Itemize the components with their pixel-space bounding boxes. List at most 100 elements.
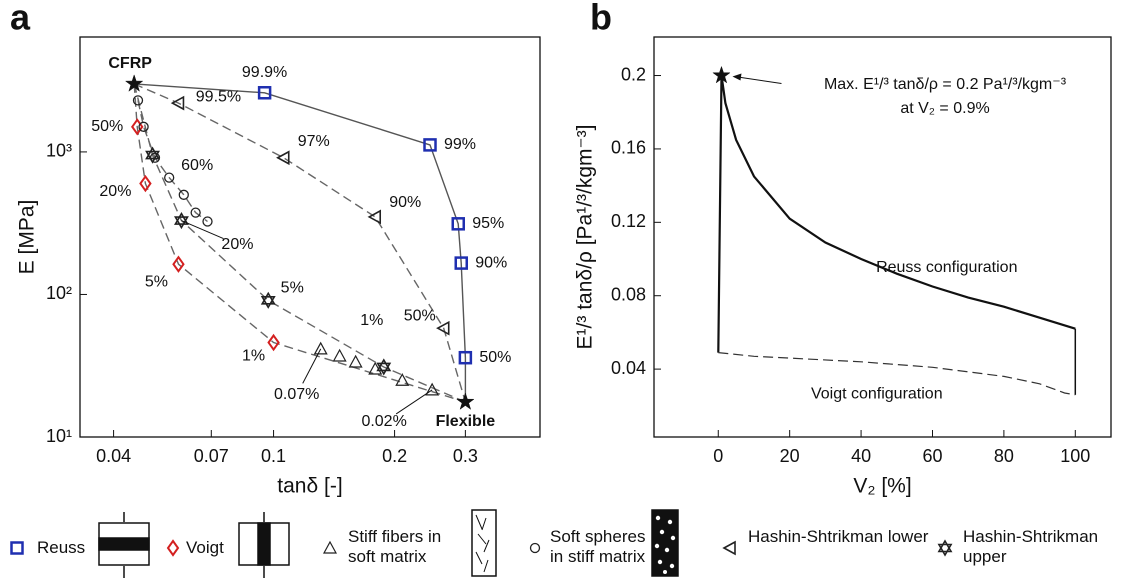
series-line bbox=[133, 83, 466, 403]
x-tick-label: 0.1 bbox=[261, 446, 286, 466]
marker-square bbox=[454, 256, 468, 270]
label-leader bbox=[302, 348, 322, 384]
marker-triangle bbox=[322, 540, 338, 554]
marker-triangle bbox=[348, 354, 363, 368]
series-line bbox=[133, 83, 467, 403]
point-label: 60% bbox=[181, 157, 213, 174]
marker-square bbox=[458, 350, 473, 365]
marker-circle bbox=[132, 95, 144, 106]
marker-square bbox=[451, 217, 465, 231]
point-label: 1% bbox=[360, 312, 383, 329]
marker-star bbox=[712, 65, 731, 84]
marker-left-triangle bbox=[367, 209, 382, 225]
point-label: 1% bbox=[242, 348, 265, 365]
marker-left-triangle bbox=[436, 320, 450, 336]
marker-triangle bbox=[395, 373, 410, 386]
point-label: 97% bbox=[298, 133, 330, 150]
series-line bbox=[134, 83, 467, 402]
marker-hexagram bbox=[937, 539, 953, 557]
point-label: 99.5% bbox=[196, 88, 241, 105]
annotation-arrowhead bbox=[732, 73, 742, 81]
series-label: Voigt configuration bbox=[811, 385, 943, 402]
y-tick-label: 10² bbox=[46, 283, 72, 303]
marker-left-triangle bbox=[276, 150, 290, 166]
legend-entry: Hashin-Shtrikman lower bbox=[748, 527, 929, 546]
point-label: 5% bbox=[281, 280, 304, 297]
x-tick-label: 0.07 bbox=[194, 446, 229, 466]
panel-label: b bbox=[590, 0, 612, 38]
legend-entry: Hashin-Shtrikman upper bbox=[963, 527, 1099, 566]
point-label: 95% bbox=[472, 215, 504, 232]
x-tick-label: 0 bbox=[713, 446, 723, 466]
marker-circle bbox=[202, 216, 213, 227]
point-label: 50% bbox=[91, 118, 123, 135]
marker-diamond bbox=[172, 255, 185, 273]
panel-label: a bbox=[10, 0, 31, 38]
y-tick-label: 0.04 bbox=[611, 358, 646, 378]
y-tick-label: 0.08 bbox=[611, 284, 646, 304]
marker-diamond bbox=[267, 333, 280, 352]
point-label: 99.9% bbox=[242, 64, 287, 81]
x-axis-title: V₂ [%] bbox=[853, 475, 911, 498]
marker-diamond bbox=[130, 118, 144, 136]
marker-circle bbox=[190, 207, 201, 218]
label-leader bbox=[181, 220, 224, 240]
point-label: 0.07% bbox=[274, 386, 319, 403]
legend-entry: Soft spheres in stiff matrix bbox=[550, 527, 646, 566]
plot-frame bbox=[653, 36, 1112, 438]
point-label: 99% bbox=[444, 136, 476, 153]
point-label: 90% bbox=[475, 254, 507, 271]
series-line bbox=[718, 352, 1076, 396]
x-tick-label: 0.2 bbox=[382, 446, 407, 466]
marker-triangle bbox=[313, 341, 328, 355]
endpoint-label: Flexible bbox=[436, 413, 496, 430]
x-tick-label: 80 bbox=[994, 446, 1014, 466]
y-tick-label: 10³ bbox=[46, 141, 72, 161]
marker-square bbox=[257, 86, 272, 100]
marker-triangle bbox=[332, 348, 347, 362]
x-tick-label: 40 bbox=[851, 446, 871, 466]
endpoint-label: CFRP bbox=[108, 55, 152, 72]
marker-square bbox=[423, 138, 437, 152]
y-tick-label: 0.12 bbox=[611, 211, 646, 231]
legend-entry: Stiff fibers in soft matrix bbox=[348, 527, 442, 566]
y-tick-label: 0.16 bbox=[611, 138, 646, 158]
series-label: Reuss configuration bbox=[876, 259, 1017, 276]
marker-left-triangle bbox=[722, 540, 736, 556]
annotation-arrow bbox=[734, 76, 782, 85]
series-line bbox=[133, 83, 466, 403]
legend-icons bbox=[98, 509, 679, 578]
y-tick-label: 10¹ bbox=[46, 426, 72, 446]
x-tick-label: 0.3 bbox=[453, 446, 478, 466]
point-label: 20% bbox=[99, 183, 131, 200]
legend-entry: Reuss bbox=[37, 538, 86, 557]
point-label: 5% bbox=[145, 273, 168, 290]
y-axis-title: E¹/³ tanδ/ρ [Pa¹/³/kgm⁻³] bbox=[574, 125, 597, 350]
marker-circle bbox=[529, 542, 541, 554]
label-leader bbox=[395, 389, 433, 415]
point-label: 50% bbox=[479, 349, 511, 366]
marker-circle bbox=[164, 172, 175, 183]
series-line bbox=[717, 75, 1076, 353]
legend-entry: Voigt bbox=[186, 538, 224, 557]
marker-hexagram bbox=[376, 358, 392, 376]
point-label: 50% bbox=[404, 307, 436, 324]
marker-diamond bbox=[139, 174, 152, 193]
marker-hexagram bbox=[260, 291, 276, 309]
plot-frame bbox=[79, 36, 541, 438]
x-tick-label: 100 bbox=[1060, 446, 1090, 466]
x-tick-label: 60 bbox=[922, 446, 942, 466]
marker-triangle bbox=[425, 382, 440, 396]
annotation: at V₂ = 0.9% bbox=[900, 100, 989, 117]
point-label: 90% bbox=[389, 194, 421, 211]
y-axis-title: E [MPa] bbox=[16, 200, 39, 275]
marker-hexagram bbox=[145, 146, 160, 164]
series-line bbox=[137, 100, 208, 223]
marker-star bbox=[456, 392, 475, 410]
marker-diamond bbox=[166, 539, 180, 557]
y-tick-label: 0.2 bbox=[621, 64, 646, 84]
marker-square bbox=[10, 541, 24, 555]
point-label: 0.02% bbox=[361, 413, 406, 430]
